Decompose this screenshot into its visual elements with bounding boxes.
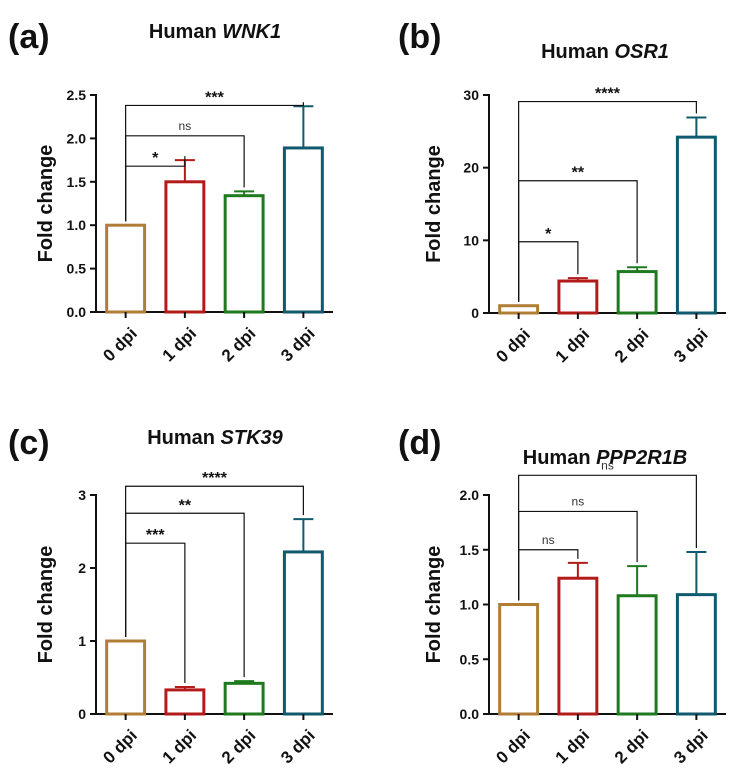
chart-panel-4: (d) Human PPP2R1B Fold change 0.0 0.5 1.0 1.5 2…: [398, 424, 726, 767]
chart-title-gene: STK39: [221, 427, 284, 449]
chart-title-gene: WNK1: [222, 21, 281, 43]
significance-bracket: [518, 100, 697, 302]
chart-panel-1: (a) Human WNK1 Fold change 0.0 0.5 1.0 1.5 2.0 2…: [8, 18, 333, 365]
y-axis-label: Fold change: [35, 546, 57, 664]
bar-3: [616, 270, 658, 315]
x-tick-label: 1 dpi: [159, 726, 200, 767]
bar-4: [282, 146, 324, 314]
bar-3: [223, 194, 265, 314]
x-tick-label: 0 dpi: [99, 726, 140, 767]
y-tick-label: 0.0: [67, 304, 87, 320]
significance-label: ns: [572, 494, 585, 508]
y-axis-label: Fold change: [35, 145, 57, 263]
x-tick-label: 1 dpi: [552, 325, 593, 366]
y-tick-label: 0.5: [460, 651, 480, 667]
bar-2: [164, 180, 206, 314]
significance-label: **: [572, 165, 585, 182]
significance-label: ***: [205, 89, 224, 106]
significance-label: *: [545, 226, 552, 243]
significance-bracket: [125, 485, 304, 637]
x-tick-label: 1 dpi: [159, 324, 200, 365]
significance-label: ns: [179, 119, 192, 133]
y-tick-label: 2: [78, 560, 86, 576]
bar-1: [498, 304, 540, 315]
x-tick-label: 2 dpi: [218, 726, 259, 767]
y-tick-label: 1.0: [67, 217, 87, 233]
x-tick-label: 2 dpi: [611, 325, 652, 366]
bar-3: [616, 594, 658, 716]
significance-label: ns: [542, 533, 555, 547]
bar-3: [223, 681, 265, 716]
significance-label: ***: [146, 527, 165, 544]
x-tick-label: 0 dpi: [492, 325, 533, 366]
x-tick-label: 3 dpi: [277, 726, 318, 767]
x-tick-label: 1 dpi: [552, 726, 593, 767]
bar-1: [498, 603, 540, 716]
chart-title-prefix: Human: [541, 41, 614, 63]
bar-1: [105, 223, 147, 314]
significance-label: ****: [202, 470, 228, 487]
y-tick-label: 30: [463, 87, 479, 103]
panel-letter: (c): [8, 424, 50, 462]
y-tick-label: 0.0: [460, 706, 480, 722]
y-axis-label: Fold change: [423, 145, 445, 263]
chart-title-gene: PPP2R1B: [596, 447, 687, 469]
bar-2: [164, 688, 206, 716]
y-tick-label: 0.5: [67, 261, 87, 277]
y-tick-label: 2.0: [460, 487, 480, 503]
y-tick-label: 2.0: [67, 130, 87, 146]
significance-label: **: [179, 497, 192, 514]
panel-letter: (a): [8, 18, 50, 56]
bar-4: [282, 550, 324, 716]
x-tick-label: 3 dpi: [670, 325, 711, 366]
y-tick-label: 20: [463, 160, 479, 176]
significance-bracket: [125, 102, 304, 222]
chart-title: Human STK39: [147, 427, 283, 449]
bar-4: [675, 135, 717, 315]
chart-title: Human WNK1: [149, 21, 281, 43]
significance-bracket: [518, 474, 697, 601]
chart-panel-3: (c) Human STK39 Fold change 0 1 2 3 0 dpi 1 dpi 2…: [8, 424, 333, 767]
panel-letter: (d): [398, 424, 441, 462]
y-tick-label: 10: [463, 232, 479, 248]
chart-title-prefix: Human: [149, 21, 222, 43]
x-tick-label: 0 dpi: [99, 324, 140, 365]
x-tick-label: 2 dpi: [218, 324, 259, 365]
significance-label: *: [152, 150, 159, 167]
panel-letter: (b): [398, 18, 441, 56]
chart-title-prefix: Human: [523, 447, 596, 469]
y-tick-label: 1.5: [67, 174, 87, 190]
chart-title-gene: OSR1: [614, 41, 668, 63]
bar-2: [557, 279, 599, 315]
chart-title: Human PPP2R1B: [523, 447, 688, 469]
y-tick-label: 1: [78, 633, 86, 649]
y-tick-label: 1.0: [460, 597, 480, 613]
y-tick-label: 0: [78, 706, 86, 722]
y-tick-label: 2.5: [67, 87, 87, 103]
y-tick-label: 0: [471, 305, 479, 321]
y-tick-label: 3: [78, 487, 86, 503]
y-tick-label: 1.5: [460, 542, 480, 558]
y-axis-label: Fold change: [423, 546, 445, 664]
significance-label: ns: [601, 458, 614, 472]
chart-title: Human OSR1: [541, 41, 669, 63]
x-tick-label: 3 dpi: [670, 726, 711, 767]
chart-title-prefix: Human: [147, 427, 220, 449]
x-tick-label: 0 dpi: [492, 726, 533, 767]
significance-label: ****: [595, 86, 621, 103]
bar-4: [675, 593, 717, 716]
x-tick-label: 2 dpi: [611, 726, 652, 767]
bar-1: [105, 639, 147, 716]
bar-2: [557, 576, 599, 716]
x-tick-label: 3 dpi: [277, 324, 318, 365]
chart-panel-2: (b) Human OSR1 Fold change 0 10 20 30 0 dpi 1 dp…: [398, 18, 726, 366]
